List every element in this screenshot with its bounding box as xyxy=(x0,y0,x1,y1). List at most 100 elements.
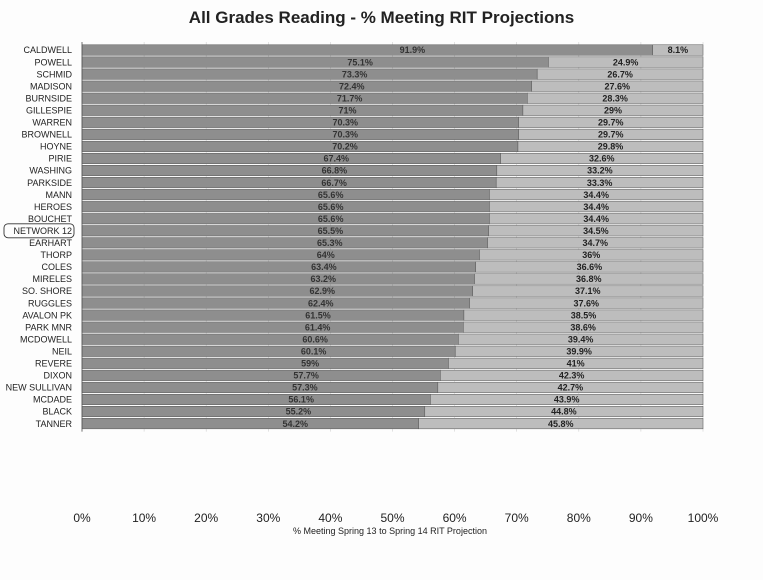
data-label-not-meeting: 34.4% xyxy=(583,214,609,224)
bar-not-meeting xyxy=(418,418,704,430)
data-label-meeting: 62.9% xyxy=(310,286,336,296)
bar-not-meeting xyxy=(475,261,704,273)
data-label-meeting: 63.2% xyxy=(310,274,336,284)
bar-meeting xyxy=(81,92,528,104)
data-label-meeting: 55.2% xyxy=(286,407,312,417)
bar-meeting xyxy=(81,273,475,285)
bar-meeting xyxy=(81,285,473,297)
bar-not-meeting xyxy=(495,177,704,189)
bar-meeting xyxy=(81,68,538,80)
data-label-not-meeting: 45.8% xyxy=(548,419,574,429)
data-label-not-meeting: 29% xyxy=(604,105,622,115)
category-label: WARREN xyxy=(32,118,72,128)
data-label-not-meeting: 43.9% xyxy=(554,395,580,405)
bar-not-meeting xyxy=(522,104,704,116)
bar-not-meeting xyxy=(652,44,704,56)
bar-not-meeting xyxy=(463,309,704,321)
category-label: NEIL xyxy=(52,346,72,356)
data-label-not-meeting: 26.7% xyxy=(607,69,633,79)
data-label-not-meeting: 38.6% xyxy=(570,322,596,332)
category-label: GILLESPIE xyxy=(26,105,72,115)
data-label-meeting: 71.7% xyxy=(337,93,363,103)
bar-not-meeting xyxy=(527,92,704,104)
bar-meeting xyxy=(81,333,459,345)
bar-not-meeting xyxy=(496,165,704,177)
bar-not-meeting xyxy=(489,189,704,201)
data-label-meeting: 91.9% xyxy=(400,45,426,55)
data-label-meeting: 75.1% xyxy=(347,57,373,67)
chart-title: All Grades Reading - % Meeting RIT Proje… xyxy=(188,8,575,27)
bar-meeting xyxy=(81,249,480,261)
x-tick-label: 70% xyxy=(505,511,529,525)
data-label-not-meeting: 36% xyxy=(582,250,600,260)
bar-meeting xyxy=(81,309,465,321)
bar-meeting xyxy=(81,140,519,152)
bar-meeting xyxy=(81,152,501,164)
category-label: THORP xyxy=(41,250,73,260)
data-label-meeting: 61.5% xyxy=(305,310,331,320)
x-tick-label: 50% xyxy=(380,511,404,525)
category-label: BOUCHET xyxy=(28,214,73,224)
category-label: HEROES xyxy=(34,202,72,212)
bar-not-meeting xyxy=(437,381,704,393)
bar-not-meeting xyxy=(536,68,704,80)
data-label-meeting: 65.6% xyxy=(318,190,344,200)
x-tick-label: 30% xyxy=(256,511,280,525)
data-label-meeting: 60.6% xyxy=(302,334,328,344)
bar-meeting xyxy=(81,357,449,369)
bar-meeting xyxy=(81,393,431,405)
data-label-meeting: 72.4% xyxy=(339,81,365,91)
bar-not-meeting xyxy=(424,406,704,418)
data-label-meeting: 59% xyxy=(301,359,319,369)
category-label: CALDWELL xyxy=(23,45,72,55)
bar-not-meeting xyxy=(487,237,704,249)
bar-meeting xyxy=(81,261,476,273)
bar-not-meeting xyxy=(440,369,704,381)
bar-not-meeting xyxy=(517,140,704,152)
bar-not-meeting xyxy=(458,333,704,345)
bar-not-meeting xyxy=(548,56,704,68)
bar-meeting xyxy=(81,128,519,140)
data-label-meeting: 71% xyxy=(338,105,356,115)
data-label-not-meeting: 36.8% xyxy=(576,274,602,284)
data-label-not-meeting: 36.6% xyxy=(577,262,603,272)
data-label-not-meeting: 34.4% xyxy=(583,190,609,200)
bar-meeting xyxy=(81,406,426,418)
bar-not-meeting xyxy=(488,225,704,237)
bar-meeting xyxy=(81,225,490,237)
category-label: SO. SHORE xyxy=(22,286,72,296)
data-label-meeting: 73.3% xyxy=(342,69,368,79)
bar-meeting xyxy=(81,213,490,225)
data-label-meeting: 65.6% xyxy=(318,202,344,212)
bar-meeting xyxy=(81,165,498,177)
x-axis-label: % Meeting Spring 13 to Spring 14 RIT Pro… xyxy=(293,526,487,536)
bar-not-meeting xyxy=(479,249,704,261)
bar-meeting xyxy=(81,237,488,249)
category-label: SCHMID xyxy=(37,69,73,79)
x-tick-label: 80% xyxy=(567,511,591,525)
bar-meeting xyxy=(81,201,490,213)
bar-meeting xyxy=(81,381,439,393)
data-label-not-meeting: 37.6% xyxy=(573,298,599,308)
x-tick-label: 40% xyxy=(318,511,342,525)
category-label: AVALON PK xyxy=(22,310,72,320)
data-label-not-meeting: 33.3% xyxy=(587,178,613,188)
data-label-not-meeting: 42.3% xyxy=(559,371,585,381)
bar-meeting xyxy=(81,418,419,430)
data-label-not-meeting: 44.8% xyxy=(551,407,577,417)
data-label-not-meeting: 28.3% xyxy=(602,93,628,103)
data-label-meeting: 66.7% xyxy=(321,178,347,188)
category-label: COLES xyxy=(41,262,72,272)
bar-not-meeting xyxy=(518,128,704,140)
bar-not-meeting xyxy=(489,201,704,213)
category-label: WASHING xyxy=(29,166,72,176)
data-label-not-meeting: 33.2% xyxy=(587,166,613,176)
category-label: POWELL xyxy=(34,57,72,67)
bar-meeting xyxy=(81,44,653,56)
bar-meeting xyxy=(81,345,456,357)
bar-not-meeting xyxy=(489,213,704,225)
data-label-meeting: 56.1% xyxy=(288,395,314,405)
bar-meeting xyxy=(81,80,532,92)
data-label-meeting: 57.3% xyxy=(292,383,318,393)
